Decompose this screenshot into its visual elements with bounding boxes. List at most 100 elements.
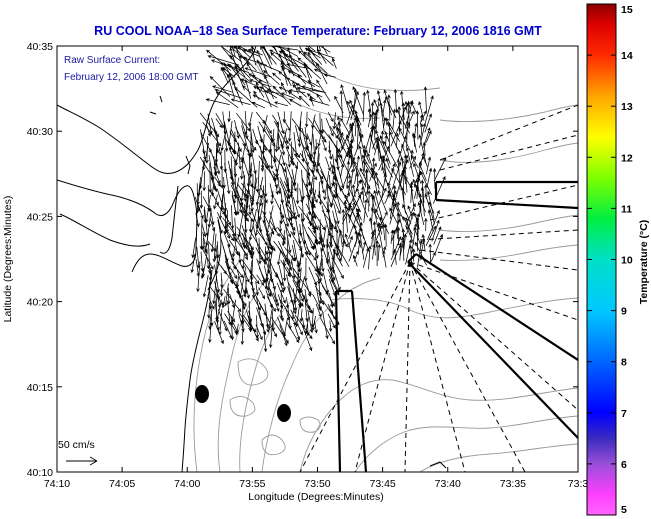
current-vector	[343, 156, 355, 186]
current-vector	[380, 216, 390, 234]
current-vector	[390, 236, 402, 261]
current-vector	[204, 194, 211, 224]
current-vector	[263, 155, 269, 170]
current-vector	[262, 324, 268, 353]
current-vector	[399, 106, 407, 125]
current-vector	[333, 189, 348, 210]
current-vector	[224, 283, 229, 307]
current-vector	[215, 91, 239, 109]
current-vector	[252, 94, 278, 108]
colorbar-tick-label: 9	[621, 306, 627, 318]
current-vector	[240, 175, 246, 202]
current-vector	[427, 209, 440, 241]
current-vector	[304, 111, 309, 128]
current-vector	[207, 113, 213, 135]
current-vector	[272, 72, 282, 81]
current-vector	[239, 209, 250, 222]
current-vector	[384, 193, 390, 205]
current-vector	[339, 90, 343, 119]
current-vector	[274, 120, 289, 150]
current-vector	[259, 86, 278, 99]
current-vector	[273, 173, 279, 196]
current-vector	[370, 101, 375, 132]
current-vector	[393, 88, 398, 113]
current-vector	[278, 53, 286, 70]
current-vector	[292, 161, 299, 187]
current-vector	[358, 232, 365, 260]
current-vector	[304, 302, 312, 314]
current-vector	[271, 317, 289, 344]
current-vector	[406, 102, 410, 129]
current-vector	[370, 193, 378, 225]
current-vector	[402, 203, 412, 225]
current-vector	[371, 231, 376, 256]
colorbar-tick-label: 5	[621, 504, 627, 516]
current-vector	[214, 176, 221, 187]
current-vector	[197, 177, 202, 197]
current-vector	[355, 172, 360, 188]
current-vector	[330, 251, 335, 271]
current-vector	[385, 96, 397, 119]
current-vector	[323, 73, 336, 78]
current-vector	[376, 223, 384, 252]
current-vector	[281, 199, 290, 228]
current-vector	[389, 207, 399, 225]
current-vector	[272, 46, 287, 67]
current-vector	[213, 194, 218, 210]
current-vector	[242, 49, 261, 57]
current-vector	[263, 70, 280, 85]
current-vector	[215, 299, 222, 321]
current-vector	[333, 204, 340, 225]
current-vector	[348, 174, 355, 202]
current-vector	[337, 121, 342, 134]
current-vector	[299, 276, 305, 294]
current-vector	[318, 236, 329, 265]
current-vector	[256, 274, 265, 286]
current-vector	[304, 239, 311, 257]
current-vector	[318, 278, 323, 305]
current-vector	[344, 233, 352, 253]
current-vector	[340, 163, 345, 179]
current-vector	[241, 253, 246, 270]
current-vector	[217, 309, 228, 332]
current-vector	[283, 181, 290, 193]
current-vector	[320, 225, 327, 253]
x-tick-label: 74:10	[44, 478, 70, 490]
current-vector	[325, 156, 331, 172]
current-vector	[401, 172, 405, 203]
current-vector	[202, 275, 209, 298]
current-vector	[190, 253, 196, 274]
current-vector	[230, 98, 251, 105]
current-vector	[387, 94, 391, 121]
current-vector	[196, 261, 201, 293]
current-vector	[379, 101, 385, 132]
current-vector	[359, 167, 371, 190]
current-vector	[280, 149, 286, 167]
current-vector	[376, 137, 384, 169]
current-vector	[384, 130, 390, 143]
current-vector	[350, 122, 355, 148]
current-vector	[348, 201, 356, 224]
current-vector	[366, 89, 372, 113]
current-vector	[230, 316, 235, 341]
current-vector	[269, 219, 280, 237]
current-vector	[237, 211, 244, 238]
current-vector	[332, 112, 337, 130]
current-vector	[285, 307, 291, 322]
current-vector	[401, 228, 406, 261]
current-vector	[349, 122, 355, 142]
current-vector	[288, 54, 307, 78]
legend-note-line2: February 12, 2006 18:00 GMT	[64, 72, 199, 83]
current-vector	[281, 49, 299, 72]
current-vector	[292, 288, 298, 312]
current-vector	[365, 168, 369, 195]
current-vector	[325, 117, 334, 137]
current-vector	[249, 121, 255, 154]
current-vector	[266, 232, 271, 251]
current-vector	[248, 310, 253, 323]
current-vector	[296, 86, 326, 93]
colorbar-tick-label: 7	[621, 408, 627, 420]
current-vector	[265, 309, 270, 329]
current-vector	[382, 250, 387, 268]
current-vector	[201, 251, 208, 278]
